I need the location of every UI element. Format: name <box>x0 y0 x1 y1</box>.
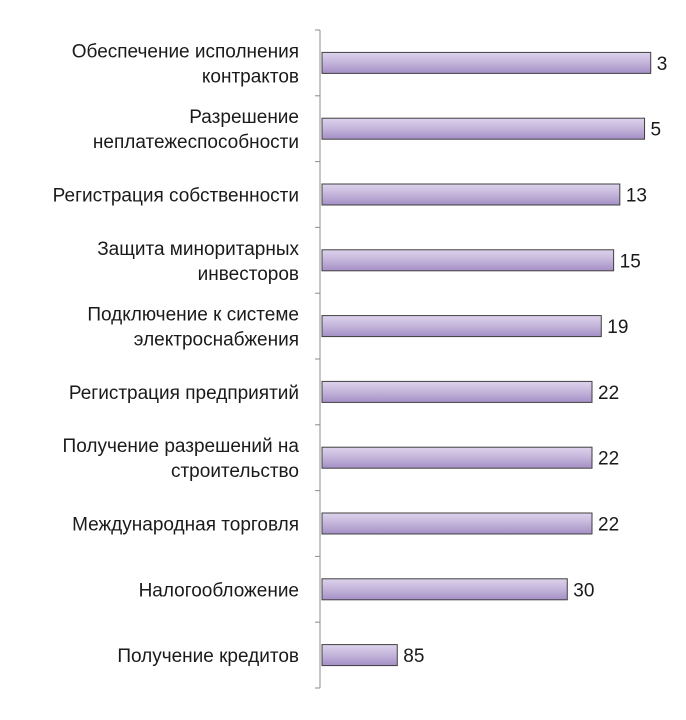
category-label: Получение кредитов <box>117 646 299 667</box>
data-label: 22 <box>598 515 619 536</box>
bar-8 <box>321 512 593 535</box>
data-label: 22 <box>598 383 619 404</box>
data-label: 30 <box>573 580 594 601</box>
bar-1 <box>321 51 652 74</box>
bar-9 <box>321 578 568 601</box>
data-label: 19 <box>607 317 628 338</box>
category-label: Регистрация предприятий <box>69 383 299 404</box>
category-label: Подключение к системе электроснабжения <box>87 305 299 351</box>
bar-4 <box>321 249 615 272</box>
data-label: 22 <box>598 449 619 470</box>
data-label: 15 <box>620 251 641 272</box>
category-label: Защита миноритарных инвесторов <box>97 239 299 285</box>
category-label: Налогообложение <box>139 580 299 601</box>
data-label: 13 <box>626 186 647 207</box>
bar-5 <box>321 315 602 338</box>
category-label: Международная торговля <box>72 515 299 536</box>
data-label: 5 <box>651 120 662 141</box>
bar-10 <box>321 644 398 667</box>
category-label: Регистрация собственности <box>53 186 299 207</box>
bar-7 <box>321 446 593 469</box>
bar-3 <box>321 183 621 206</box>
bar-6 <box>321 380 593 403</box>
category-label: Получение разрешений на строительство <box>63 436 300 482</box>
bar-2 <box>321 117 646 140</box>
data-label: 85 <box>403 646 424 667</box>
category-label: Разрешение неплатежеспособности <box>93 107 299 153</box>
data-label: 3 <box>657 54 668 75</box>
category-label: Обеспечение исполнения контрактов <box>72 41 299 87</box>
